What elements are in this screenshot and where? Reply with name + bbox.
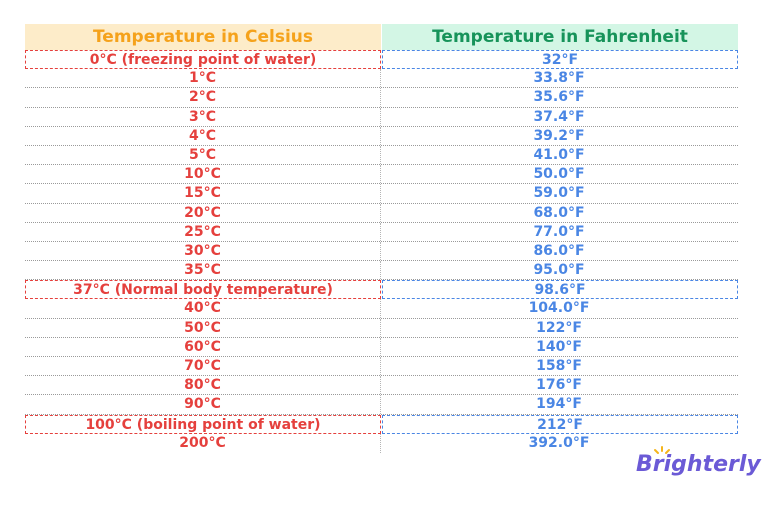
table-row: 100°C (boiling point of water) 212°F [25,414,738,434]
celsius-cell: 10°C [25,165,381,184]
celsius-cell: 200°C [25,433,381,453]
table-row: 200°C 392.0°F [25,433,738,453]
celsius-cell: 70°C [25,357,381,376]
table: Temperature in Celsius Temperature in Fa… [25,24,738,453]
table-row: 25°C 77.0°F [25,222,738,242]
celsius-cell: 35°C [25,261,381,280]
header-cell: Temperature in Fahrenheit [382,24,738,50]
celsius-cell: 30°C [25,241,381,261]
fahrenheit-cell: 212°F [382,414,738,434]
fahrenheit-cell: 41.0°F [533,146,585,163]
table-body: 0°C (freezing point of water) 32°F 1°C 33.8… [25,50,738,453]
table-row: 2°C 35.6°F [25,88,738,108]
fahrenheit-cell: 77.0°F [533,223,585,240]
table-row: 60°C 140°F [25,337,738,357]
fahrenheit-cell: 32°F [382,50,738,70]
celsius-cell: 60°C [25,337,381,356]
fahrenheit-cell: 35.6°F [533,89,585,106]
table-row: 1°C 33.8°F [25,69,738,89]
celsius-cell: 20°C [25,203,381,222]
celsius-cell: 80°C [25,376,381,395]
celsius-cell: 50°C [25,318,381,337]
table-row: 4°C 39.2°F [25,126,738,146]
fahrenheit-cell: 50.0°F [533,166,585,183]
table-row: 3°C 37.4°F [25,107,738,127]
celsius-cell: 15°C [25,184,381,203]
table-row: 5°C 41.0°F [25,145,738,166]
fahrenheit-cell: 176°F [536,377,582,394]
fahrenheit-cell: 158°F [536,358,582,374]
fahrenheit-cell: 122°F [536,319,582,336]
celsius-cell: 3°C [25,107,381,126]
table-row: 80°C 176°F [25,376,738,396]
logo-icon [654,446,670,454]
fahrenheit-cell: 104.0°F [528,300,590,317]
celsius-cell: 1°C [25,69,381,88]
table-row: 30°C 86.0°F [25,241,738,262]
header-cell: Temperature in Celsius [25,24,381,50]
fahrenheit-cell: 59.0°F [533,185,585,202]
celsius-cell: 37°C (Normal body temperature) [25,280,381,300]
celsius-cell: 90°C [25,395,381,414]
fahrenheit-cell: 392.0°F [528,434,590,451]
fahrenheit-cell: 98.6°F [382,280,738,300]
celsius-cell: 100°C (boiling point of water) [25,414,381,434]
logo: Brighterly [636,452,761,477]
table-row: 50°C 122°F [25,318,738,338]
table-row: 37°C (Normal body temperature) 98.6°F [25,280,738,300]
header-row: Temperature in Celsius Temperature in Fa… [25,24,738,50]
table-row: 20°C 68.0°F [25,203,738,223]
fahrenheit-cell: 33.8°F [533,70,585,87]
celsius-cell: 25°C [25,222,381,241]
table-row: 35°C 95.0°F [25,261,738,281]
fahrenheit-cell: 86.0°F [533,242,585,259]
table-row: 90°C 194°F [25,395,738,415]
celsius-cell: 0°C (freezing point of water) [25,50,381,70]
table-row: 10°C 50.0°F [25,165,738,185]
fahrenheit-cell: 140°F [536,338,582,355]
celsius-cell: 2°C [25,88,381,107]
celsius-cell: 4°C [25,126,381,145]
table-row: 0°C (freezing point of water) 32°F [25,50,738,70]
celsius-cell: 40°C [25,299,381,318]
table-row: 70°C 158°F [25,357,738,377]
celsius-cell: 5°C [25,145,381,165]
fahrenheit-cell: 68.0°F [533,204,585,221]
table-row: 40°C 104.0°F [25,299,738,319]
fahrenheit-cell: 39.2°F [533,127,585,144]
fahrenheit-cell: 37.4°F [533,108,585,125]
fahrenheit-cell: 95.0°F [533,262,585,279]
fahrenheit-cell: 194°F [536,396,582,413]
table-row: 15°C 59.0°F [25,184,738,204]
